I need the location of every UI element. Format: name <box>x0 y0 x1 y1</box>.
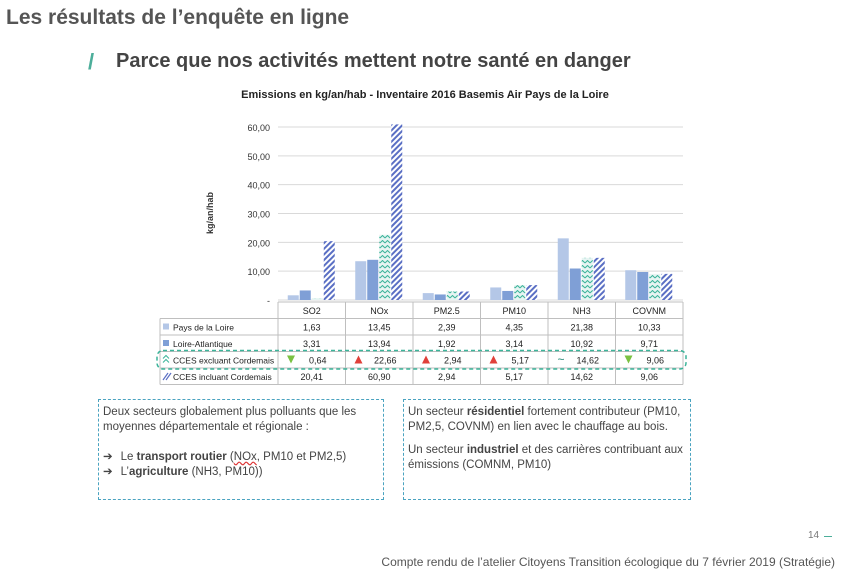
bar-pm25-s2 <box>434 294 446 300</box>
arrow-right-icon: ➔ <box>103 466 113 478</box>
bar-pm10-s4 <box>526 285 538 300</box>
sector-contributors-box: Un secteur résidentiel fortement contrib… <box>403 399 691 500</box>
x-category-label: NOx <box>370 306 389 316</box>
data-label: 1,63 <box>303 323 321 333</box>
legend-entry: Pays de la Loire <box>173 323 234 333</box>
highlight-row <box>156 349 687 370</box>
bar-nh3-s1 <box>557 238 569 300</box>
data-label: 1,92 <box>438 339 456 349</box>
bar-so2-s3 <box>311 298 323 300</box>
box1-item-transport: ➔ Le transport routier (NOx, PM10 et PM2… <box>103 451 347 463</box>
legend-swatch <box>163 340 169 346</box>
data-label: 9,71 <box>640 339 658 349</box>
data-label: 22,66 <box>374 356 397 366</box>
chart-title: Emissions en kg/an/hab - Inventaire 2016… <box>241 89 609 101</box>
bar-covnm-s2 <box>637 272 649 300</box>
subtitle-slash: / <box>88 49 95 74</box>
page-title: Les résultats de l’enquête en ligne <box>6 6 350 29</box>
data-label: 3,31 <box>303 339 321 349</box>
bar-pm10-s2 <box>502 290 514 300</box>
bar-nox-s3 <box>379 234 391 300</box>
data-label: 2,94 <box>438 372 456 382</box>
bar-so2-s2 <box>299 290 311 300</box>
box1-intro: Deux secteurs globalement plus polluants… <box>103 406 357 433</box>
data-label: 5,17 <box>511 356 529 366</box>
bar-covnm-s4 <box>661 273 673 300</box>
data-label: 9,06 <box>640 372 658 382</box>
x-category-label: NH3 <box>573 306 591 316</box>
data-label: 0,64 <box>309 356 327 366</box>
y-axis-label: kg/an/hab <box>205 191 215 234</box>
y-tick-label: 20,00 <box>247 238 270 248</box>
polluting-sectors-box: Deux secteurs globalement plus polluants… <box>98 399 384 500</box>
x-category-label: COVNM <box>633 306 667 316</box>
y-tick-label: 50,00 <box>247 152 270 162</box>
bar-so2-s4 <box>323 241 335 300</box>
data-label: 20,41 <box>300 372 323 382</box>
bar-nh3-s2 <box>569 268 581 300</box>
page-subtitle: Parce que nos activités mettent notre sa… <box>116 50 631 72</box>
data-label: 2,94 <box>444 356 462 366</box>
bar-pm25-s4 <box>458 291 470 300</box>
box1-item-agriculture: ➔ L’agriculture (NH3, PM10)) <box>103 466 263 478</box>
x-category-label: SO2 <box>303 306 321 316</box>
legend-entry: CCES excluant Cordemais <box>173 356 274 366</box>
bar-pm25-s3 <box>446 291 458 300</box>
trend-down-icon <box>624 355 633 364</box>
x-category-label: PM10 <box>502 306 526 316</box>
legend-swatch <box>162 354 170 363</box>
bar-so2-s1 <box>287 295 299 300</box>
box2-industrial: Un secteur industriel et des carrières c… <box>408 444 683 471</box>
bar-covnm-s3 <box>649 273 661 300</box>
data-label: 14,62 <box>576 356 599 366</box>
emissions-chart: 60,00 50,00 40,00 30,00 20,00 10,00 - kg/an/hab… <box>156 123 687 385</box>
trend-up-icon <box>422 355 430 364</box>
data-label: 3,14 <box>505 339 523 349</box>
bar-nh3-s4 <box>593 257 605 300</box>
trend-stable-icon: ~ <box>557 353 564 367</box>
data-label: 2,39 <box>438 323 456 333</box>
trend-up-icon <box>354 355 363 364</box>
bar-nox-s4 <box>391 124 403 300</box>
bar-nox-s1 <box>355 261 367 300</box>
y-tick-label: 40,00 <box>247 181 270 191</box>
bar-nh3-s3 <box>581 257 593 300</box>
y-tick-label: - <box>267 296 270 306</box>
arrow-right-icon: ➔ <box>103 451 113 463</box>
data-label: 13,94 <box>368 339 391 349</box>
bar-covnm-s1 <box>625 270 637 300</box>
bar-pm25-s1 <box>422 293 434 300</box>
data-label: 14,62 <box>570 372 593 382</box>
page-number: 14 <box>808 530 820 541</box>
bar-nox-s2 <box>367 259 379 300</box>
legend-entry: CCES incluant Cordemais <box>173 372 272 382</box>
data-label: 5,17 <box>505 372 523 382</box>
page-accent-dash <box>822 530 834 540</box>
data-label: 9,06 <box>646 356 664 366</box>
data-label: 10,92 <box>570 339 593 349</box>
footer-text: Compte rendu de l’atelier Citoyens Trans… <box>381 555 835 569</box>
trend-up-icon <box>489 355 498 364</box>
data-label: 4,35 <box>505 323 523 333</box>
data-label: 10,33 <box>638 323 661 333</box>
data-label: 60,90 <box>368 372 391 382</box>
bar-pm10-s3 <box>514 285 526 300</box>
legend-entry: Loire-Atlantique <box>173 339 233 349</box>
data-label: 13,45 <box>368 323 391 333</box>
y-tick-label: 30,00 <box>247 210 270 220</box>
bar-pm10-s1 <box>490 287 502 300</box>
legend-swatch <box>162 372 172 381</box>
box2-residential: Un secteur résidentiel fortement contrib… <box>408 406 681 433</box>
legend-swatch <box>163 323 169 330</box>
data-label: 21,38 <box>570 323 593 333</box>
y-tick-label: 60,00 <box>247 123 270 133</box>
trend-down-icon <box>287 355 295 364</box>
y-tick-label: 10,00 <box>247 267 270 277</box>
x-category-label: PM2.5 <box>434 306 460 316</box>
